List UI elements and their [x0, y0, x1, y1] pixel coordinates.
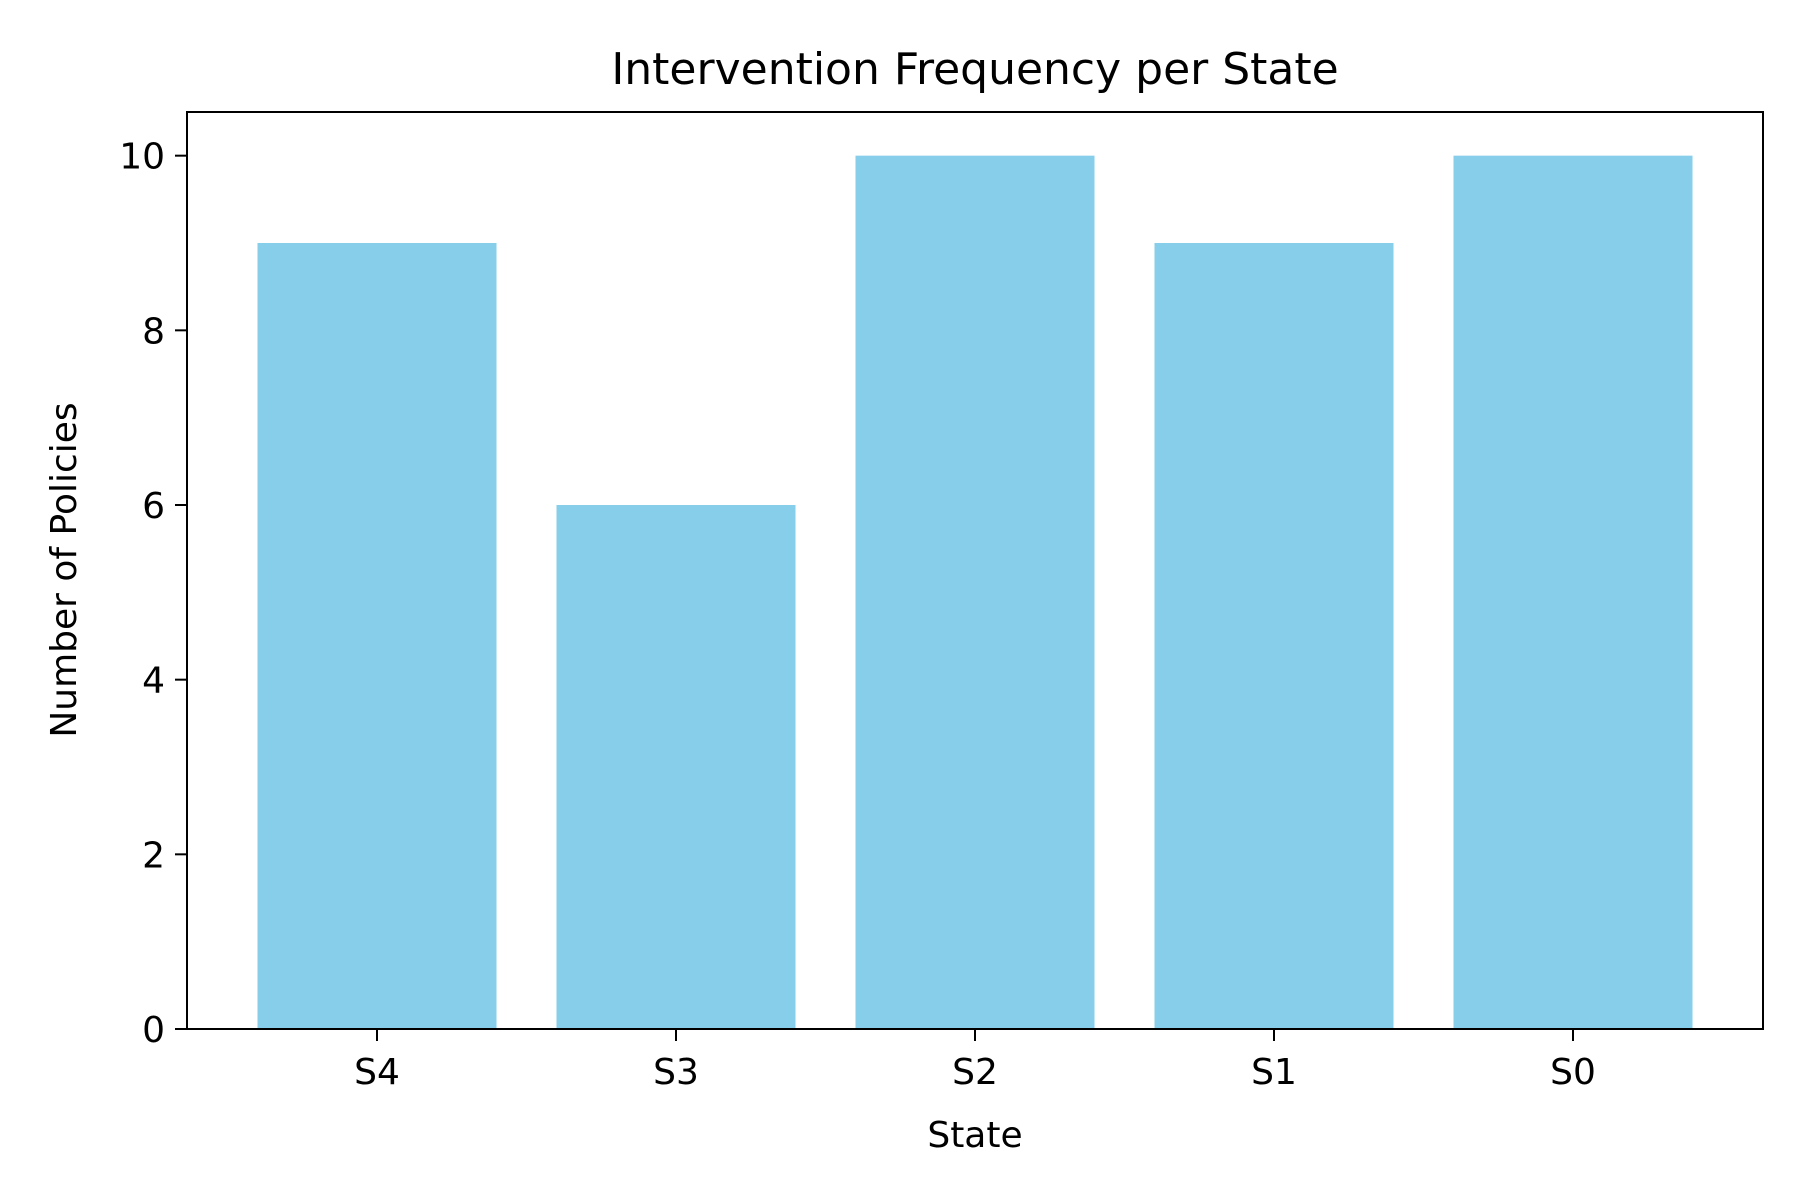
x-axis-ticks: S4 S3 S2 S1 S0: [354, 1029, 1596, 1093]
x-tick-label: S1: [1251, 1052, 1297, 1093]
y-tick-label: 8: [142, 311, 165, 352]
x-axis-label: State: [927, 1115, 1022, 1156]
x-tick-label: S3: [653, 1052, 699, 1093]
y-tick-label: 10: [119, 137, 165, 178]
y-tick-label: 6: [142, 486, 165, 527]
y-tick-label: 0: [142, 1010, 165, 1051]
bar-s2: [855, 155, 1095, 1029]
bar-s4: [257, 243, 497, 1029]
chart-title: Intervention Frequency per State: [611, 44, 1338, 95]
x-tick-label: S0: [1550, 1052, 1596, 1093]
bar-s3: [556, 505, 796, 1029]
y-axis-label: Number of Policies: [44, 402, 85, 737]
x-tick-label: S2: [952, 1052, 998, 1093]
y-tick-label: 4: [142, 661, 165, 702]
bar-s1: [1154, 243, 1394, 1029]
bar-s0: [1453, 155, 1693, 1029]
y-tick-label: 2: [142, 835, 165, 876]
y-axis-ticks: 0 2 4 6 8 10: [119, 137, 187, 1051]
bars-group: [257, 155, 1693, 1029]
plot-area: [186, 111, 1764, 1030]
x-tick-label: S4: [354, 1052, 400, 1093]
